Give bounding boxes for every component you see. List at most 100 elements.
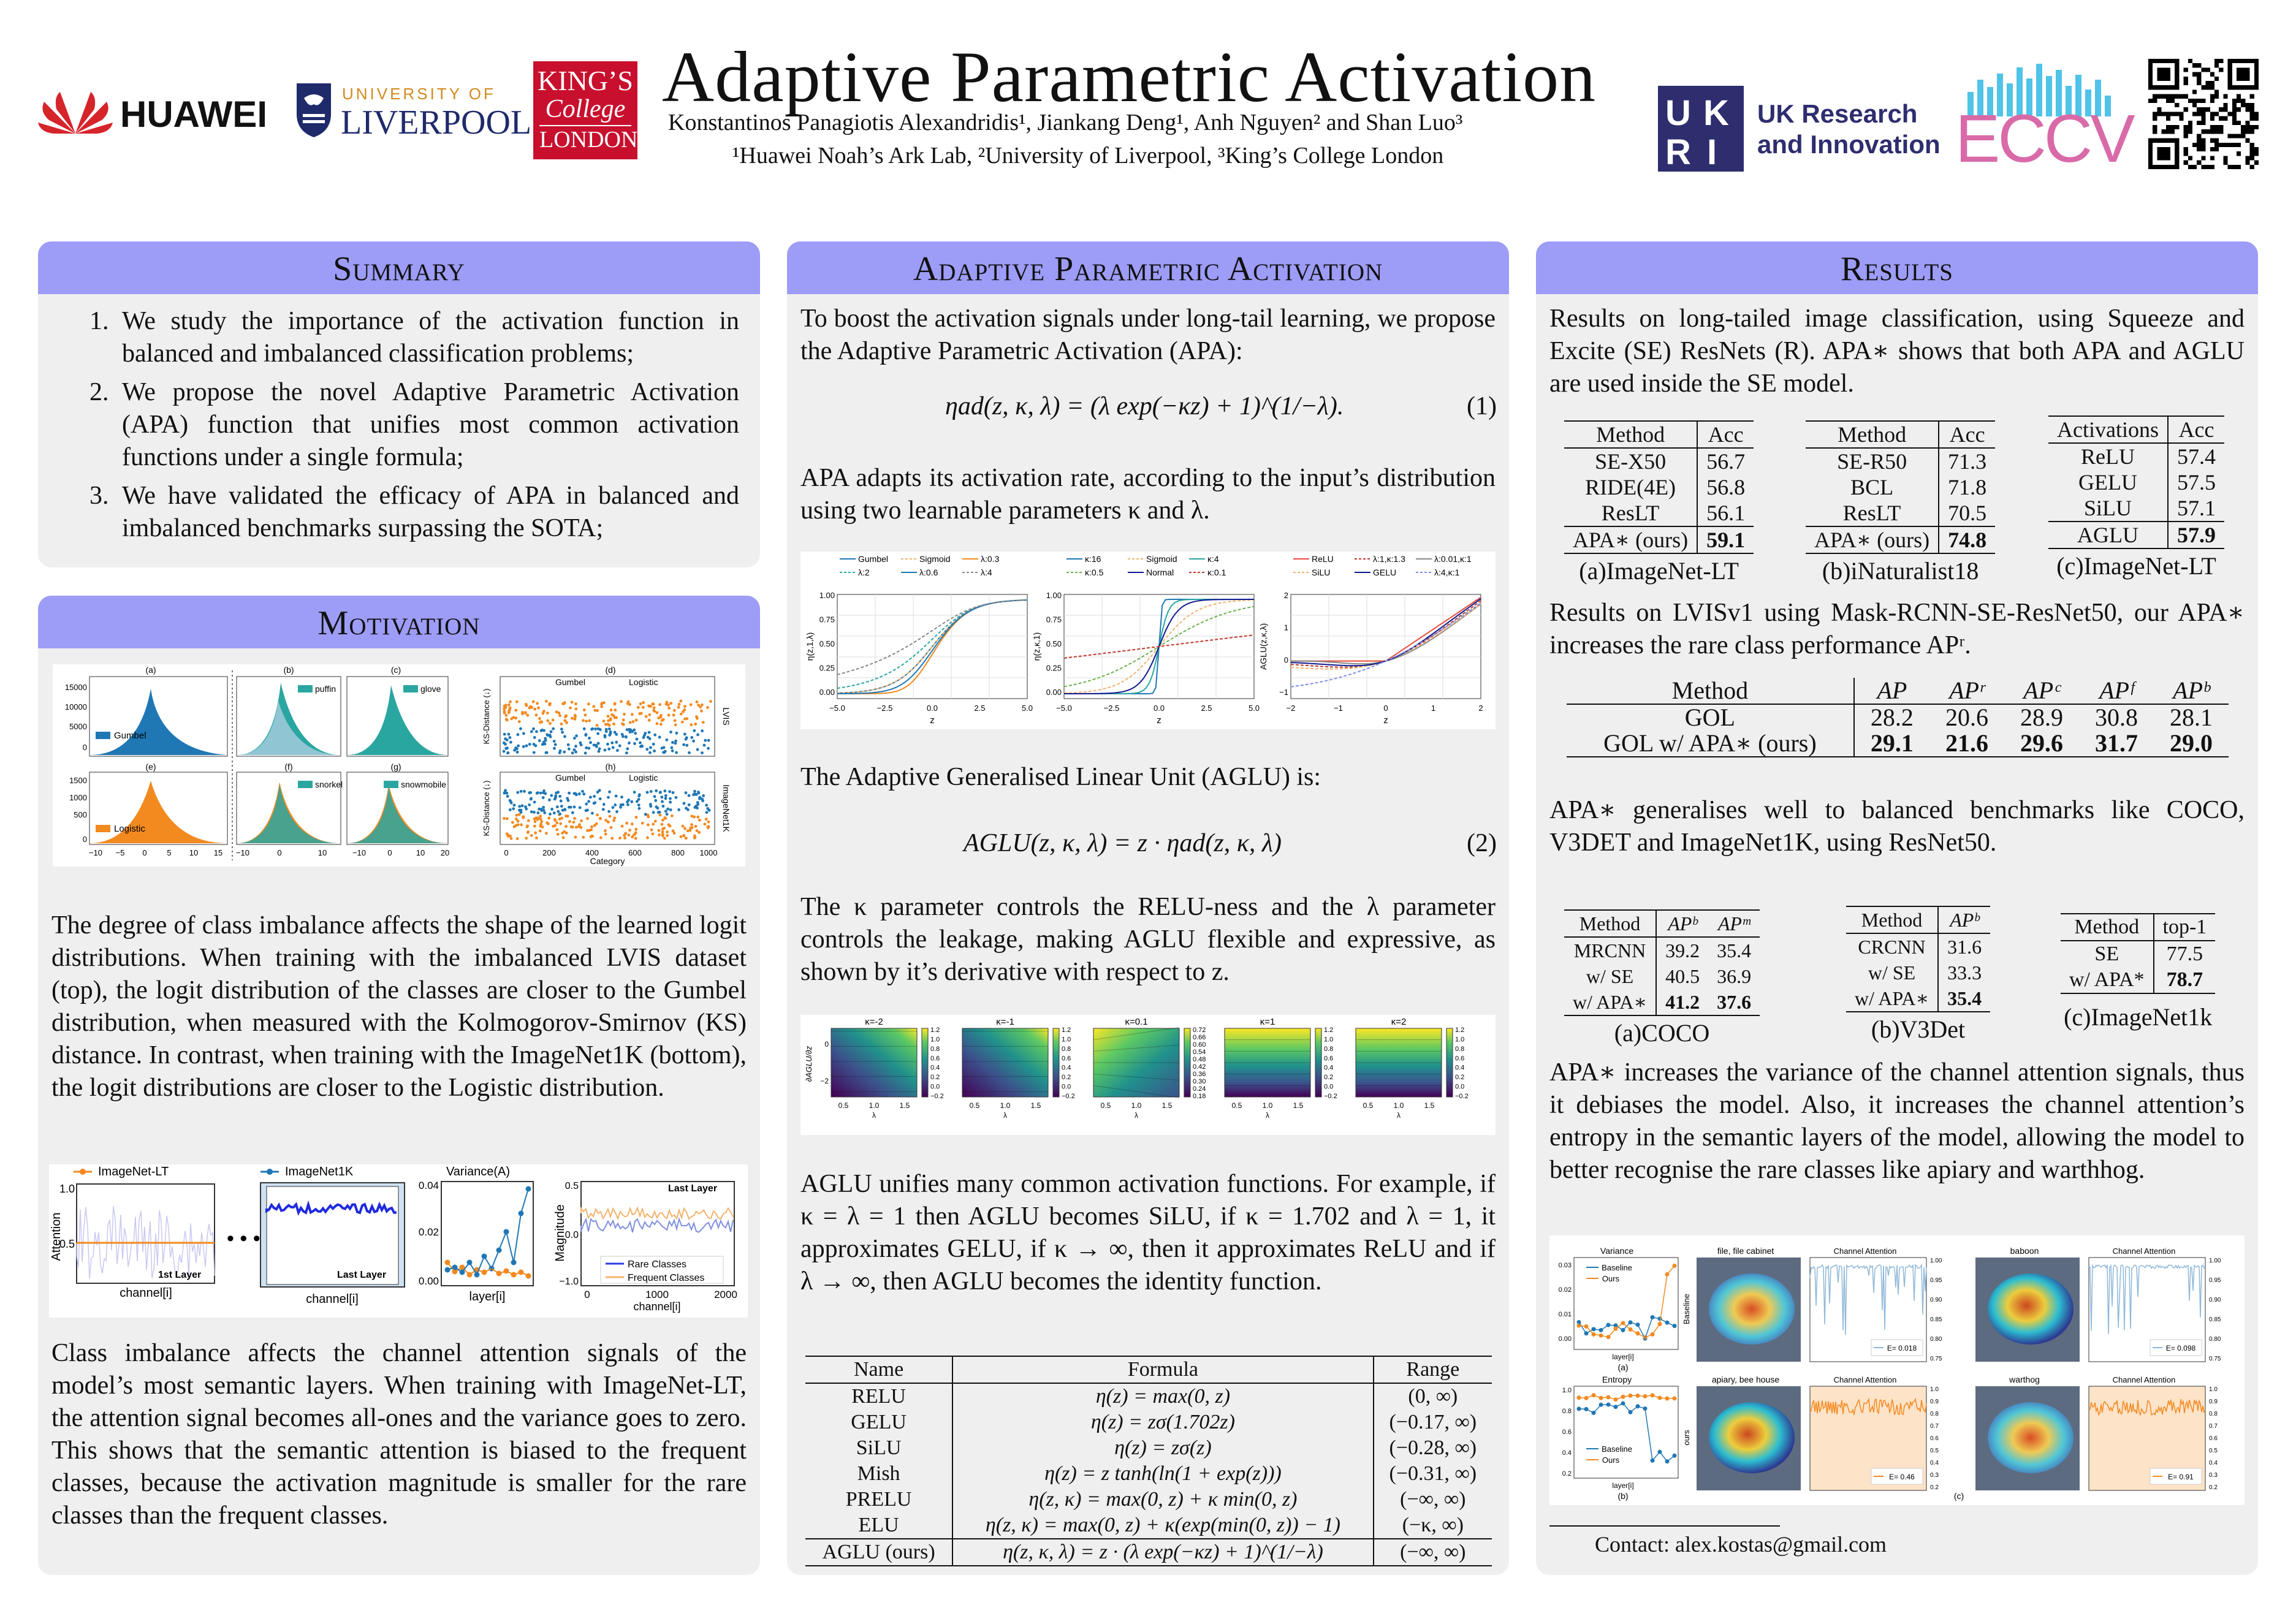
caption-v3det: (b)V3Det bbox=[1871, 1015, 1966, 1043]
svg-text:5: 5 bbox=[167, 848, 171, 857]
summary-item-number: 2. bbox=[89, 378, 109, 406]
heatmap-cell bbox=[831, 1028, 918, 1098]
plot-y-tick: 1.00 bbox=[1046, 591, 1062, 600]
svg-text:−10: −10 bbox=[352, 848, 366, 857]
legend-entry: κ:4 bbox=[1207, 554, 1219, 564]
table-activations-lt: Activations Acc ReLU 57.4 GELU 57.5 SiLU 57.1 AG… bbox=[2048, 415, 2224, 580]
table-row: PRELU η(z, κ) = max(0, z) + κ min(0, z) (−… bbox=[805, 1487, 1492, 1512]
table-cell: 71.8 bbox=[1948, 475, 1987, 499]
summary-item-text: We have validated the efficacy of APA in… bbox=[122, 482, 739, 542]
header-cell: Acc bbox=[1949, 422, 1985, 447]
logit-distribution-figure: (a) Gumbel 15000 10000 5000 0 (e) Logistic … bbox=[53, 664, 745, 867]
svg-text:500: 500 bbox=[74, 810, 87, 819]
cell-name: AGLU (ours) bbox=[805, 1539, 954, 1566]
svg-text:• • •: • • • bbox=[227, 1227, 260, 1250]
table-cell: 31.7 bbox=[2094, 729, 2138, 757]
table-cell: 37.6 bbox=[1717, 991, 1752, 1013]
caption-activations-lt: (c)ImageNet-LT bbox=[2056, 552, 2216, 580]
svg-text:10: 10 bbox=[318, 848, 327, 857]
table-cell: 56.8 bbox=[1706, 475, 1746, 499]
equation-2-body: AGLU(z, κ, λ) = z · ηad(z, κ, λ) bbox=[964, 829, 1282, 857]
legend-entry: SiLU bbox=[1312, 567, 1330, 577]
fig-label: Channel Attention bbox=[2113, 1375, 2176, 1384]
y-tick: 1.0 bbox=[1930, 1386, 1939, 1393]
table-cell: GOL bbox=[1567, 704, 1855, 730]
legend-entry: λ:1,κ:1.3 bbox=[1373, 554, 1405, 564]
plot-x-tick: −5.0 bbox=[829, 704, 845, 713]
heatmap-cell bbox=[1093, 1028, 1180, 1098]
colorbar-tick: 0.36 bbox=[1193, 1071, 1206, 1078]
fig-label: Variance bbox=[1600, 1246, 1633, 1256]
panel-label-h: (h) bbox=[605, 762, 615, 772]
line-baseline bbox=[1578, 1403, 1675, 1462]
attention-signal bbox=[1809, 1397, 1927, 1416]
svg-text:−1.0: −1.0 bbox=[559, 1277, 579, 1287]
plot-y-tick: 0.25 bbox=[819, 664, 835, 673]
y-tick: 0.80 bbox=[2209, 1336, 2221, 1343]
activations-table: Name Formula Range RELU η(z) = max(0, z) (… bbox=[805, 1356, 1492, 1566]
plot-x-label: z bbox=[1157, 715, 1161, 726]
header-cell: Acc bbox=[1708, 422, 1744, 447]
svg-text:I: I bbox=[1707, 132, 1717, 172]
table-row: RELU η(z) = max(0, z) (0, ∞) bbox=[805, 1383, 1492, 1410]
plot-x-tick: −2.5 bbox=[877, 704, 893, 713]
svg-text:1000: 1000 bbox=[69, 793, 87, 802]
channel-axis-2: channel[i] bbox=[306, 1292, 359, 1306]
colorbar-tick: 0.0 bbox=[1455, 1083, 1464, 1091]
heatmap-cell bbox=[962, 1028, 1049, 1098]
header-cell: APᵇ bbox=[1668, 913, 1697, 935]
first-layer-label: 1st Layer bbox=[158, 1270, 201, 1280]
svg-text:20: 20 bbox=[441, 848, 449, 857]
table-cell: SE-X50 bbox=[1564, 448, 1698, 474]
legend-entry: κ:0.1 bbox=[1207, 567, 1226, 577]
legend-entry: λ:0.01,κ:1 bbox=[1434, 554, 1472, 564]
small-plot-frame bbox=[1573, 1386, 1679, 1479]
header-cell: top-1 bbox=[2162, 916, 2207, 938]
kappa-paragraph: The κ parameter controls the RELU-ness a… bbox=[800, 893, 1496, 986]
colorbar-tick: 0.6 bbox=[1062, 1055, 1071, 1062]
header-formula: Formula bbox=[952, 1356, 1374, 1383]
summary-panel: Summary 1. We study the importance of the… bbox=[38, 241, 760, 567]
ukri-text-1: UK Research bbox=[1757, 99, 1918, 128]
cell-formula: η(z) = zσ(z) bbox=[952, 1435, 1374, 1461]
table-row: w/ SE 33.3 bbox=[1846, 960, 1990, 985]
eccv-wordmark: ECCV bbox=[1955, 101, 2135, 176]
table-cell: SiLU bbox=[2048, 495, 2169, 522]
heatmap-title: κ=1 bbox=[1260, 1017, 1275, 1027]
header-cell: Method bbox=[1564, 910, 1657, 937]
table-cell: 39.2 bbox=[1665, 939, 1700, 962]
table-row: w/ SE 40.5 36.9 bbox=[1564, 963, 1760, 989]
table-cell: 20.6 bbox=[1945, 704, 1988, 731]
y-tick: 0.75 bbox=[2209, 1356, 2221, 1362]
legend-imagenet-1k: ImageNet1K bbox=[285, 1165, 354, 1178]
glove-legend: glove bbox=[420, 684, 441, 694]
y-tick: 0.6 bbox=[1930, 1435, 1939, 1442]
fig-label: E= 0.018 bbox=[1887, 1344, 1917, 1353]
variance-title: Variance(A) bbox=[446, 1165, 510, 1178]
svg-text:K: K bbox=[1703, 93, 1729, 133]
channel-axis-3: channel[i] bbox=[633, 1300, 680, 1313]
attention-heatmap bbox=[1709, 1273, 1795, 1345]
frequent-classes-legend: Frequent Classes bbox=[628, 1273, 704, 1283]
colorbar-tick: 0.8 bbox=[930, 1045, 940, 1053]
kings-line-3: LONDON bbox=[539, 125, 637, 153]
svg-text:0: 0 bbox=[584, 1289, 590, 1300]
table-row: ResLT 70.5 bbox=[1806, 500, 1995, 526]
legend-entry: λ:0.6 bbox=[919, 567, 938, 577]
qr-code[interactable] bbox=[2148, 59, 2259, 169]
snorkel-legend: snorkel bbox=[315, 780, 343, 789]
heatmap-y-tick: 0 bbox=[824, 1040, 829, 1049]
attention-heatmap bbox=[1988, 1273, 2074, 1345]
y-tick: 0.95 bbox=[2209, 1277, 2221, 1284]
colorbar-tick: 1.2 bbox=[1455, 1026, 1464, 1034]
huawei-logo: HUAWEI bbox=[36, 85, 281, 140]
plot-x-tick: 0.0 bbox=[927, 704, 938, 713]
colorbar-tick: 0.6 bbox=[1455, 1055, 1464, 1062]
header-cell: Method bbox=[1564, 421, 1698, 448]
summary-item: 1. We study the importance of the activat… bbox=[51, 305, 739, 370]
poster-affiliations: ¹Huawei Noah’s Ark Lab, ²University of L… bbox=[732, 143, 1444, 169]
heatmap-x-tick: 1.0 bbox=[1000, 1101, 1011, 1110]
heatmap-x-tick: 1.5 bbox=[900, 1101, 910, 1110]
table-header-row: Method APᵇ bbox=[1846, 906, 1991, 933]
